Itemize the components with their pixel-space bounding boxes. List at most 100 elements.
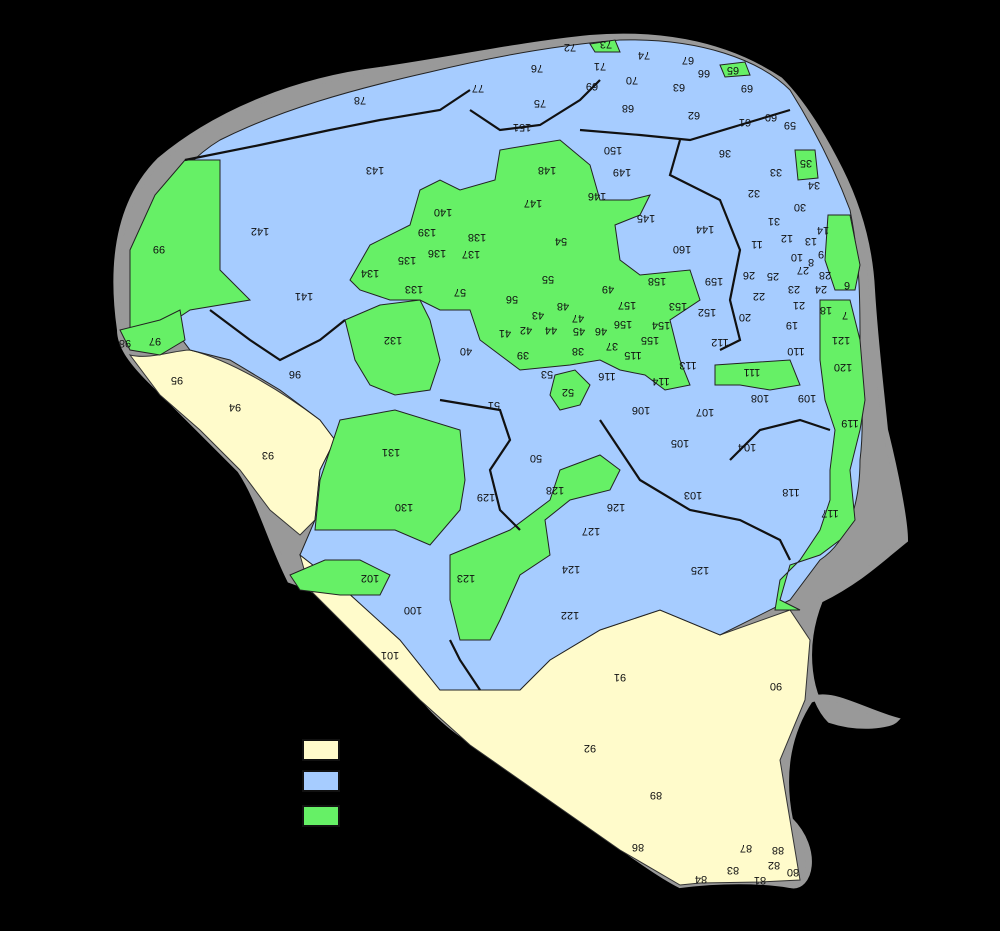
district-label-23: 23 [788,283,800,295]
district-label-103: 103 [684,489,702,501]
district-label-49: 49 [602,283,614,295]
region-green-97 [119,309,186,356]
district-label-21: 21 [793,299,805,311]
region-yellow-west [128,349,336,536]
district-label-122: 122 [561,609,579,621]
district-label-65: 65 [727,64,739,76]
district-label-67: 67 [682,54,694,66]
district-label-56: 56 [506,293,518,305]
yellow-regions [128,349,811,886]
district-label-19: 19 [786,319,798,331]
district-label-31: 31 [768,215,780,227]
district-label-157: 157 [618,299,636,311]
region-green-35 [794,149,819,181]
border-major-line [469,79,601,132]
district-label-134: 134 [361,267,379,279]
district-label-37: 37 [606,340,618,352]
border-major-line [449,639,481,691]
district-label-128: 128 [546,484,564,496]
district-label-40: 40 [460,345,472,357]
district-label-57: 57 [454,286,466,298]
district-label-92: 92 [584,742,596,754]
region-green-65 [719,61,751,78]
district-label-20: 20 [739,311,751,323]
district-label-69: 69 [741,82,753,94]
district-label-125: 125 [691,564,709,576]
district-label-129: 129 [477,491,495,503]
district-label-53: 53 [541,368,553,380]
district-label-136: 136 [428,247,446,259]
district-label-108: 108 [751,392,769,404]
district-label-11: 11 [751,238,762,250]
district-label-101: 101 [381,649,399,661]
district-label-100: 100 [404,604,422,616]
district-label-96: 96 [289,368,301,380]
district-label-59: 59 [784,119,796,131]
district-label-48: 48 [557,300,569,312]
district-label-153: 153 [669,300,687,312]
district-label-74: 74 [638,49,650,61]
district-label-34: 34 [808,179,820,191]
district-label-10: 10 [791,251,803,263]
region-green-52 [549,369,591,411]
legend-swatch-yellow [302,739,340,761]
district-label-97: 97 [149,335,161,347]
district-label-60: 60 [765,111,777,123]
district-label-137: 137 [462,248,480,260]
district-label-9: 9 [818,248,824,260]
district-label-43: 43 [532,309,544,321]
major-borders [184,79,831,691]
region-green-73 [589,39,621,53]
district-label-89: 89 [650,789,662,801]
district-label-84: 84 [695,873,707,885]
district-label-114: 114 [652,375,670,387]
district-label-75: 75 [534,97,546,109]
district-label-95: 95 [171,374,183,386]
district-label-104: 104 [738,441,756,453]
district-label-102: 102 [361,572,379,584]
district-label-156: 156 [614,318,632,330]
district-label-42: 42 [520,324,532,336]
district-label-158: 158 [648,275,666,287]
district-label-33: 33 [770,166,782,178]
district-label-155: 155 [641,334,659,346]
district-label-77: 77 [472,82,484,94]
region-green-center [349,139,701,391]
district-label-55: 55 [542,273,554,285]
district-label-127: 127 [582,525,600,537]
district-label-93: 93 [262,449,274,461]
district-label-83: 83 [727,864,739,876]
district-label-45: 45 [573,325,585,337]
district-label-90: 90 [770,680,782,692]
district-label-28: 28 [819,269,831,281]
district-label-99: 99 [153,243,165,255]
district-label-130: 130 [395,501,413,513]
district-label-145: 145 [637,212,655,224]
district-label-123: 123 [457,572,475,584]
district-label-147: 147 [524,197,542,209]
district-label-44: 44 [545,324,557,336]
district-label-91: 91 [614,671,626,683]
district-label-24: 24 [815,283,827,295]
district-label-113: 113 [679,359,697,371]
district-label-88: 88 [772,844,784,856]
district-label-118: 118 [782,486,800,498]
district-label-117: 117 [821,507,839,519]
border-major-line [668,139,742,351]
border-major-line [184,89,471,162]
district-label-87: 87 [740,842,752,854]
district-label-120: 120 [834,361,852,373]
region-green-east [774,299,866,611]
district-label-26: 26 [743,269,755,281]
district-label-133: 133 [405,283,423,295]
district-label-160: 160 [673,243,691,255]
district-label-80: 80 [787,866,799,878]
district-label-39: 39 [517,349,529,361]
district-label-141: 141 [295,290,313,302]
district-label-41: 41 [499,327,511,339]
district-label-82: 82 [768,859,780,871]
district-label-126: 126 [607,501,625,513]
legend-swatch-blue [302,770,340,792]
district-label-86: 86 [632,841,644,853]
